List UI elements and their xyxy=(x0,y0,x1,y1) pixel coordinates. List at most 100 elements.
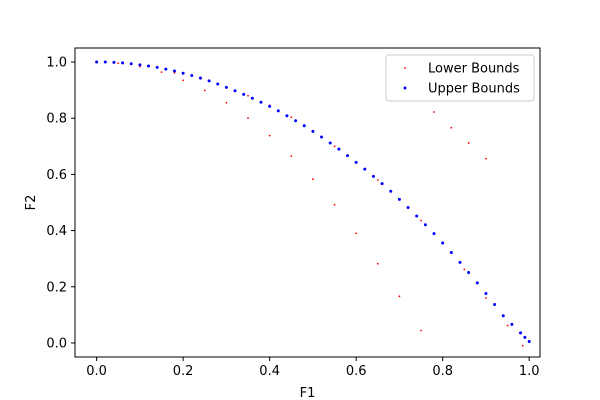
data-point xyxy=(268,134,271,137)
data-point xyxy=(207,79,211,83)
data-point xyxy=(290,116,293,118)
data-point xyxy=(510,322,514,326)
y-tick-label: 0.8 xyxy=(46,112,67,127)
data-point xyxy=(164,67,168,71)
axes: 0.0 0.2 0.4 0.6 0.8 1.0 0.0 0.2 0.4 0.6 0.8 1.0 F1 F2 xyxy=(24,47,541,400)
data-point xyxy=(420,219,422,222)
y-tick-label: 0.6 xyxy=(46,168,67,183)
data-point xyxy=(138,63,142,67)
data-point xyxy=(312,178,314,181)
data-point xyxy=(333,203,336,206)
x-tick-label: 0.2 xyxy=(173,364,194,379)
data-point xyxy=(467,270,471,274)
data-point xyxy=(160,71,163,74)
legend-entry-label: Upper Bounds xyxy=(428,82,520,97)
y-axis-label: F2 xyxy=(24,195,39,211)
data-point xyxy=(501,314,505,318)
data-point xyxy=(398,295,401,298)
data-point xyxy=(406,206,410,210)
y-tick-label: 1.0 xyxy=(46,56,67,71)
legend: Lower Bounds Upper Bounds xyxy=(385,54,535,102)
legend-box xyxy=(385,54,535,102)
data-point xyxy=(276,109,280,113)
data-point xyxy=(397,197,401,201)
data-point xyxy=(242,92,246,96)
data-point xyxy=(485,297,487,299)
data-point xyxy=(337,147,341,151)
data-point xyxy=(121,61,125,65)
data-point xyxy=(355,232,358,235)
data-point xyxy=(155,65,159,69)
data-point xyxy=(129,62,133,66)
data-point xyxy=(182,79,185,82)
x-tick-label: 0.8 xyxy=(432,364,453,379)
data-point xyxy=(95,60,99,64)
data-point xyxy=(432,232,436,236)
data-point xyxy=(376,262,379,265)
data-point xyxy=(311,129,315,133)
data-point xyxy=(247,94,249,97)
y-tick-label: 0.4 xyxy=(46,224,67,239)
data-point xyxy=(441,241,445,245)
series-upper-bounds xyxy=(95,60,531,344)
legend-entry-label: Lower Bounds xyxy=(428,62,520,77)
data-point xyxy=(190,74,194,78)
data-point xyxy=(216,82,220,86)
data-point xyxy=(147,64,151,68)
data-point xyxy=(475,281,479,285)
data-point xyxy=(527,340,531,344)
x-tick-label: 0.4 xyxy=(259,364,280,379)
data-point xyxy=(285,114,289,118)
data-point xyxy=(320,135,324,139)
data-point xyxy=(458,260,462,264)
data-point xyxy=(519,331,523,335)
y-tick-label: 0.0 xyxy=(46,336,67,351)
data-point xyxy=(354,160,358,164)
data-point xyxy=(198,76,202,80)
data-point xyxy=(103,60,107,64)
data-point xyxy=(450,126,453,129)
data-point xyxy=(363,167,367,171)
data-point xyxy=(371,174,375,178)
data-point xyxy=(117,62,120,65)
y-tick-label: 0.2 xyxy=(46,280,67,295)
data-point xyxy=(521,344,524,347)
legend-marker xyxy=(404,67,406,69)
x-tick-label: 0.6 xyxy=(346,364,367,379)
data-point xyxy=(433,111,435,113)
x-axis-label: F1 xyxy=(300,386,316,400)
data-point xyxy=(181,71,185,75)
data-point xyxy=(259,100,263,104)
data-point xyxy=(523,335,527,339)
data-point xyxy=(328,141,332,145)
data-point xyxy=(203,89,206,92)
data-point xyxy=(423,223,427,227)
data-point xyxy=(233,89,237,93)
data-point xyxy=(506,324,509,327)
data-point xyxy=(172,69,176,73)
plot-area xyxy=(95,60,531,347)
data-point xyxy=(250,96,254,100)
data-point xyxy=(485,157,487,160)
plot-frame xyxy=(74,47,541,358)
data-point xyxy=(415,214,419,218)
data-point xyxy=(389,189,393,193)
data-point xyxy=(224,85,228,89)
data-point xyxy=(420,329,422,332)
legend-marker xyxy=(403,86,407,90)
data-point xyxy=(467,142,470,144)
data-point xyxy=(225,101,228,104)
x-tick-label: 0.0 xyxy=(86,364,107,379)
data-point xyxy=(247,117,249,119)
data-point xyxy=(333,145,336,148)
data-point xyxy=(112,60,116,64)
data-point xyxy=(484,292,488,296)
data-point xyxy=(449,251,453,254)
data-point xyxy=(493,302,497,306)
data-point xyxy=(380,182,384,186)
data-point xyxy=(290,155,293,158)
data-point xyxy=(294,119,298,123)
data-point xyxy=(463,268,466,271)
